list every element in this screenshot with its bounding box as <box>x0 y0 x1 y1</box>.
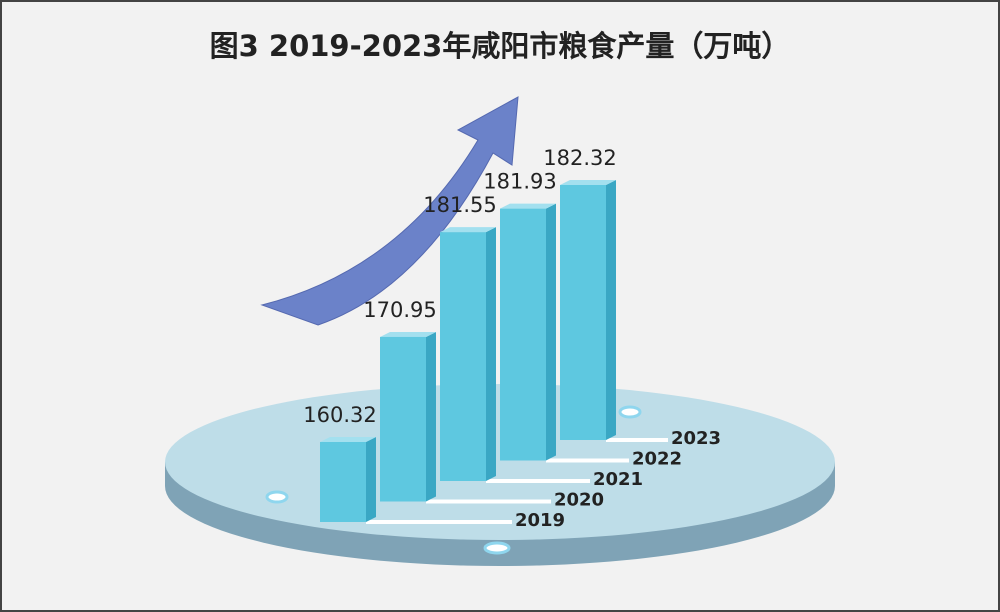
bar-top <box>380 331 436 337</box>
value-label: 170.95 <box>363 298 436 322</box>
bar-side <box>606 180 616 440</box>
x-tick-label: 2023 <box>671 428 721 449</box>
bar <box>500 208 546 461</box>
value-label: 182.32 <box>543 146 616 170</box>
x-tick-label: 2020 <box>554 490 604 511</box>
bars: 160.32 2019 170.95 2020 181.55 2021 181.93 2022… <box>303 146 721 531</box>
bar <box>560 185 606 440</box>
bar-side <box>486 227 496 481</box>
bar-side <box>546 203 556 461</box>
x-tick-label: 2022 <box>632 449 682 470</box>
x-tick-label: 2021 <box>593 469 643 490</box>
trend-arrow <box>260 96 519 326</box>
bar <box>320 442 366 522</box>
value-label: 160.32 <box>303 403 376 427</box>
bar-top <box>560 180 616 185</box>
value-label: 181.55 <box>423 193 496 217</box>
bar <box>380 336 426 502</box>
chart-title: 图3 2019-2023年咸阳市粮食产量（万吨） <box>210 29 791 63</box>
bar <box>440 232 486 481</box>
x-tick-label: 2019 <box>515 510 565 531</box>
value-label: 181.93 <box>483 170 556 194</box>
bar-top <box>500 203 556 209</box>
bar-top <box>320 437 376 442</box>
bar-top <box>440 227 496 233</box>
bar-side <box>426 331 436 502</box>
bar-side <box>366 437 376 522</box>
